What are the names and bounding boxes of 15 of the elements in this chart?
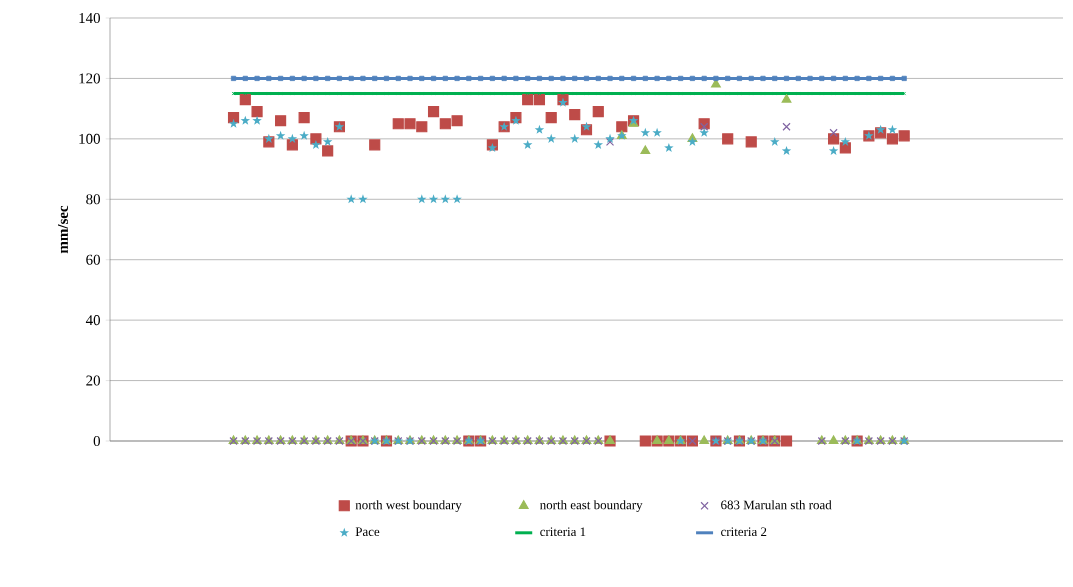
y-tick-label: 60 [86,254,100,265]
legend-label: criteria 2 [721,527,767,537]
legend-label: north east boundary [540,500,643,512]
y-tick-label: 40 [85,315,100,326]
y-axis-title: mm/sec [58,205,68,254]
y-tick-label: 80 [86,194,100,205]
y-tick-label: 20 [86,375,100,386]
legend-label: north west boundary [355,500,462,512]
y-tick-label: 140 [79,12,100,24]
legend-label: criteria 1 [540,527,586,537]
legend-label: 683 Marulan sth road [721,500,832,510]
y-tick-label: 0 [93,435,100,447]
y-tick-label: 120 [79,73,100,84]
legend-label: Pace [355,527,380,537]
y-tick-label: 100 [79,133,100,144]
